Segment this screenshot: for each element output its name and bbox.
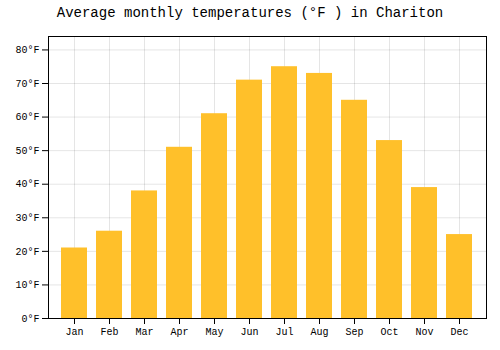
svg-text:Aug: Aug xyxy=(310,327,328,338)
svg-text:Oct: Oct xyxy=(380,327,398,338)
html-text:Average monthly temperatures (: Average monthly temperatures (°F ) in Ch… xyxy=(56,5,444,21)
svg-text:May: May xyxy=(205,327,223,338)
svg-text:Feb: Feb xyxy=(100,327,118,338)
svg-text:20°F: 20°F xyxy=(15,247,39,258)
svg-text:Jan: Jan xyxy=(65,327,83,338)
svg-text:Mar: Mar xyxy=(135,327,153,338)
svg-text:40°F: 40°F xyxy=(15,179,39,190)
svg-text:30°F: 30°F xyxy=(15,213,39,224)
svg-text:50°F: 50°F xyxy=(15,146,39,157)
svg-text:80°F: 80°F xyxy=(15,45,39,56)
svg-text:Jun: Jun xyxy=(240,327,258,338)
svg-text:10°F: 10°F xyxy=(15,280,39,291)
svg-text:Dec: Dec xyxy=(450,327,468,338)
svg-text:70°F: 70°F xyxy=(15,79,39,90)
svg-text:Jul: Jul xyxy=(275,327,293,338)
svg-text:Nov: Nov xyxy=(415,327,433,338)
svg-text:0°F: 0°F xyxy=(21,314,39,325)
svg-text:Sep: Sep xyxy=(345,327,363,338)
svg-text:60°F: 60°F xyxy=(15,112,39,123)
svg-text:Apr: Apr xyxy=(170,327,188,338)
